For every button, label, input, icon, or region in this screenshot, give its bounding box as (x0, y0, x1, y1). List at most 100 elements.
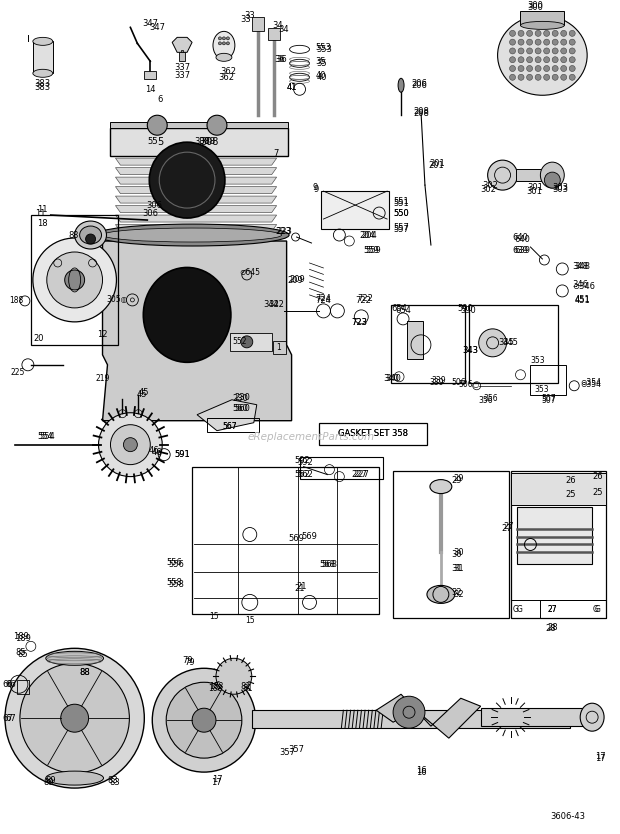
Text: ⊙354: ⊙354 (580, 380, 601, 389)
Text: 17: 17 (211, 775, 223, 784)
Ellipse shape (541, 162, 564, 188)
Text: 204: 204 (361, 230, 377, 239)
Circle shape (544, 39, 549, 45)
Text: 451: 451 (574, 295, 590, 304)
Text: 25: 25 (565, 490, 576, 499)
Text: 30: 30 (453, 548, 464, 557)
Circle shape (223, 42, 226, 45)
Text: 724: 724 (316, 296, 331, 305)
Ellipse shape (498, 15, 587, 95)
Ellipse shape (33, 38, 53, 45)
Circle shape (526, 48, 533, 54)
Text: 29: 29 (451, 476, 462, 485)
Text: 356: 356 (479, 396, 493, 405)
Text: 640: 640 (513, 233, 528, 242)
Polygon shape (172, 38, 192, 53)
Bar (110, 128, 288, 156)
Text: 12: 12 (97, 330, 108, 339)
Text: 79: 79 (183, 656, 193, 665)
Ellipse shape (95, 224, 289, 246)
Text: 41: 41 (286, 83, 297, 92)
Text: 7: 7 (273, 148, 278, 158)
Circle shape (560, 30, 567, 37)
Circle shape (241, 336, 253, 348)
Circle shape (544, 48, 549, 54)
Text: ⊙645: ⊙645 (239, 269, 260, 278)
Bar (192, 467, 379, 615)
Bar (541, 600, 606, 618)
Text: 308: 308 (201, 137, 219, 147)
Text: 227: 227 (353, 470, 369, 479)
Polygon shape (115, 177, 277, 184)
Text: eReplacementParts.com: eReplacementParts.com (248, 432, 375, 442)
Circle shape (526, 57, 533, 63)
Text: G: G (513, 605, 518, 614)
Text: 5: 5 (151, 137, 157, 146)
Bar (273, 341, 286, 354)
Text: 640: 640 (515, 234, 531, 244)
Text: 206: 206 (411, 78, 427, 88)
Text: 208: 208 (413, 107, 429, 116)
Text: 348: 348 (574, 263, 590, 272)
Text: 219: 219 (95, 374, 110, 384)
Circle shape (218, 37, 221, 40)
Text: 81: 81 (242, 684, 253, 693)
Bar (510, 470, 606, 618)
Text: ⊙346: ⊙346 (572, 283, 595, 291)
Text: 550: 550 (393, 208, 409, 218)
Text: 562: 562 (298, 470, 314, 479)
Circle shape (544, 57, 549, 63)
Text: 88: 88 (79, 668, 90, 676)
Bar (230, 333, 272, 351)
Circle shape (46, 252, 102, 308)
Text: 591: 591 (174, 450, 190, 460)
Text: 559: 559 (363, 247, 379, 255)
Circle shape (226, 42, 229, 45)
Text: 300: 300 (528, 1, 543, 10)
Text: 89: 89 (45, 776, 56, 785)
Circle shape (99, 413, 162, 476)
Text: 345: 345 (503, 339, 518, 347)
Text: 27: 27 (503, 522, 514, 531)
Text: 32: 32 (451, 588, 462, 597)
Text: 560: 560 (232, 404, 248, 413)
Circle shape (518, 74, 524, 80)
Text: 21: 21 (296, 582, 307, 591)
Circle shape (552, 74, 558, 80)
Text: 67: 67 (6, 714, 16, 723)
Circle shape (560, 66, 567, 72)
Text: 66: 66 (6, 680, 16, 689)
Text: 223: 223 (276, 227, 291, 235)
Circle shape (159, 152, 215, 208)
Circle shape (569, 48, 575, 54)
Text: 5: 5 (148, 137, 153, 146)
Text: 353: 353 (531, 356, 545, 365)
Text: 83: 83 (109, 777, 120, 786)
Polygon shape (115, 224, 277, 232)
Text: 227: 227 (352, 470, 367, 479)
Circle shape (510, 66, 515, 72)
Text: 8: 8 (68, 230, 73, 239)
Text: G: G (592, 605, 598, 614)
Circle shape (149, 142, 225, 218)
Text: 554: 554 (37, 432, 53, 441)
Bar (252, 18, 264, 32)
Text: 592: 592 (294, 456, 311, 465)
Circle shape (526, 39, 533, 45)
Ellipse shape (33, 69, 53, 78)
Text: 554: 554 (39, 432, 55, 441)
Circle shape (544, 30, 549, 37)
Circle shape (535, 48, 541, 54)
Text: 553: 553 (316, 43, 331, 52)
Ellipse shape (213, 32, 235, 59)
Text: 46: 46 (149, 446, 159, 455)
Circle shape (123, 438, 138, 452)
Text: 342: 342 (268, 300, 285, 309)
Text: 188: 188 (9, 296, 23, 305)
Text: 348: 348 (572, 263, 588, 272)
Text: 1: 1 (277, 344, 281, 352)
Circle shape (61, 704, 89, 732)
Text: 6: 6 (157, 95, 163, 103)
Text: 5: 5 (157, 137, 163, 147)
Text: 337: 337 (174, 63, 190, 72)
